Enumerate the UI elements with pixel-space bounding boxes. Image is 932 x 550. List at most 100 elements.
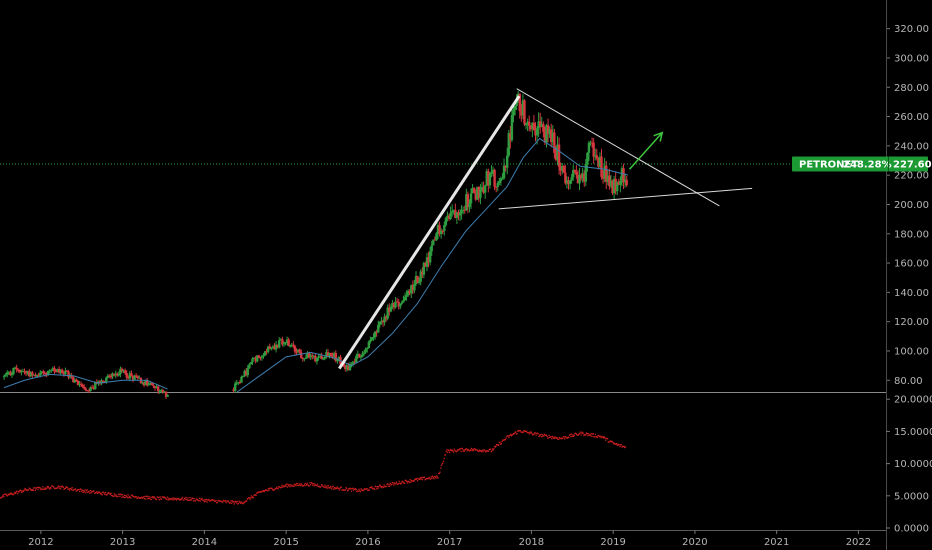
indicator-point: [538, 435, 540, 438]
indicator-point: [291, 485, 293, 487]
trendline-drawings[interactable]: [0, 88, 886, 370]
indicator-point: [568, 434, 571, 436]
indicator-point: [146, 495, 148, 497]
indicator-point: [377, 487, 379, 489]
candle-body: [480, 187, 484, 190]
candle-body: [39, 372, 42, 376]
indicator-point: [469, 450, 471, 452]
price-tick-label: 280.00: [894, 83, 929, 94]
indicator-point: [235, 500, 237, 503]
indicator-point: [275, 488, 277, 490]
indicator-point: [151, 496, 154, 498]
indicator-point: [598, 435, 601, 438]
indicator-point: [185, 498, 188, 501]
trendline[interactable]: [338, 95, 521, 370]
candle-body: [23, 371, 26, 373]
indicator-point: [102, 491, 104, 493]
indicator-point: [619, 444, 622, 446]
indicator-point: [200, 498, 203, 501]
indicator-point: [478, 449, 481, 451]
indicator-point: [193, 497, 195, 500]
candle-body: [391, 303, 394, 307]
candle-body: [449, 212, 452, 219]
indicator-point: [205, 498, 208, 501]
projection-arrow[interactable]: [628, 132, 663, 170]
indicator-point: [76, 489, 79, 491]
indicator-point: [303, 484, 306, 486]
indicator-point: [0, 497, 2, 499]
indicator-point: [525, 430, 528, 432]
indicator-point: [453, 448, 456, 450]
indicator-point: [570, 436, 572, 438]
indicator-point: [211, 499, 214, 501]
indicator-point: [342, 489, 344, 491]
indicator-point: [26, 489, 28, 492]
indicator-point: [504, 438, 506, 441]
indicator-point: [220, 500, 223, 503]
indicator-point: [189, 497, 191, 499]
indicator-point: [409, 479, 411, 481]
indicator-point: [367, 489, 369, 492]
candle-body: [273, 346, 276, 350]
candle-body: [529, 125, 532, 130]
indicator-point: [533, 433, 535, 435]
indicator-point: [369, 487, 371, 489]
indicator-point: [340, 486, 342, 488]
indicator-point: [491, 450, 493, 452]
indicator-point: [297, 482, 299, 485]
indicator-point: [526, 431, 528, 434]
indicator-point: [502, 439, 505, 442]
indicator-point: [47, 487, 49, 489]
indicator-point: [587, 434, 589, 437]
indicator-point: [25, 489, 28, 491]
indicator-point: [616, 444, 618, 446]
indicator-point: [157, 496, 159, 498]
indicator-point: [166, 496, 169, 498]
indicator-point: [569, 433, 571, 436]
indicator-point: [506, 435, 508, 438]
trendline[interactable]: [498, 187, 753, 210]
candle-body: [600, 156, 603, 177]
indicator-point: [519, 430, 522, 432]
price-axis[interactable]: 80.00 100.00 120.00 140.00 160.00 180.00 200.0…: [886, 0, 929, 550]
candle-body: [45, 373, 48, 375]
candle-body: [380, 320, 383, 322]
indicator-point: [315, 484, 317, 487]
indicator-point: [98, 491, 100, 494]
candle-body: [345, 365, 349, 369]
candle-body: [235, 382, 238, 384]
candle-body: [289, 345, 292, 347]
indicator-point: [266, 489, 268, 492]
indicator-point: [109, 492, 111, 494]
candle-body: [9, 372, 12, 376]
candle-body: [61, 369, 64, 374]
indicator-point: [231, 500, 233, 502]
indicator-point: [57, 486, 59, 488]
indicator-point: [51, 485, 54, 487]
indicator-point: [44, 487, 46, 489]
indicator-point: [591, 435, 593, 438]
indicator-point: [398, 480, 400, 482]
candle-body: [493, 169, 496, 187]
indicator-point: [16, 490, 18, 492]
indicator-point: [606, 438, 608, 440]
indicator-point: [59, 485, 61, 488]
time-axis[interactable]: 2012 2013 2014 2015 2016 2017 2018 2019 2020 2021…: [28, 530, 871, 548]
price-tick-label: 240.00: [894, 141, 929, 152]
indicator-point: [185, 496, 187, 499]
indicator-point: [180, 498, 182, 501]
indicator-point: [104, 493, 106, 496]
candle-body: [114, 373, 117, 376]
candle-body: [100, 380, 103, 384]
indicator-point: [480, 450, 483, 453]
indicator-axis[interactable]: 0.0000 5.0000 10.0000 15.0000 20.0000: [886, 395, 932, 535]
trendline[interactable]: [516, 88, 720, 207]
indicator-point: [515, 431, 517, 433]
indicator-point: [97, 491, 99, 493]
indicator-point: [517, 430, 519, 432]
indicator-point: [587, 433, 590, 435]
indicator-point: [55, 487, 58, 489]
indicator-point: [363, 489, 365, 491]
indicator-point: [5, 493, 7, 495]
